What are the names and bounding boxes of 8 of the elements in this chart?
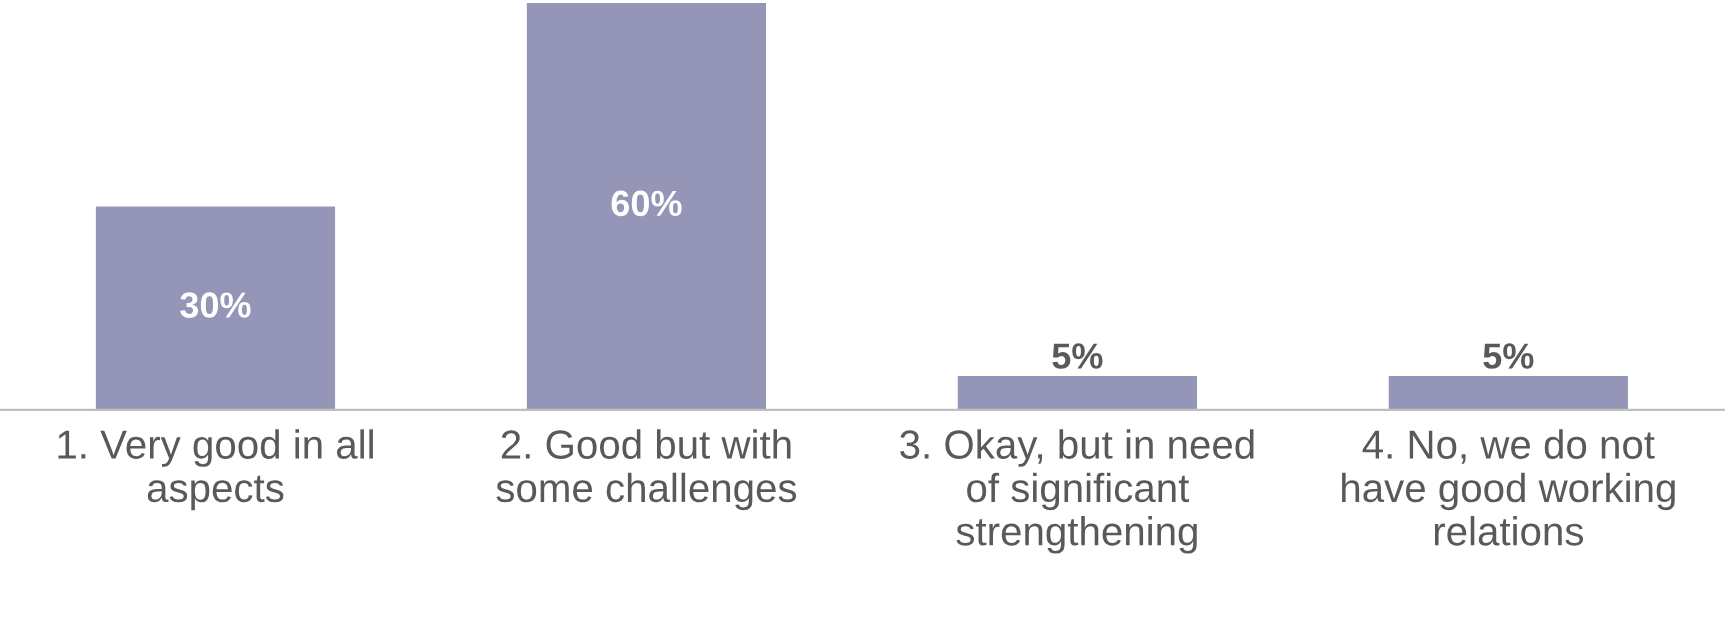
data-label: 5% (1483, 343, 1534, 369)
x-tick-label: 2. Good but with some challenges (496, 429, 797, 511)
x-tick-label: 3. Okay, but in need of significant strengthening (900, 429, 1254, 554)
x-tick-label: 1. Very good in all aspects (58, 429, 373, 511)
x-tick-label: 4. No, we do not have good working relations (1342, 429, 1675, 546)
data-label: 30% (180, 292, 251, 318)
data-label: 5% (1052, 343, 1103, 369)
data-label: 60% (611, 190, 682, 217)
